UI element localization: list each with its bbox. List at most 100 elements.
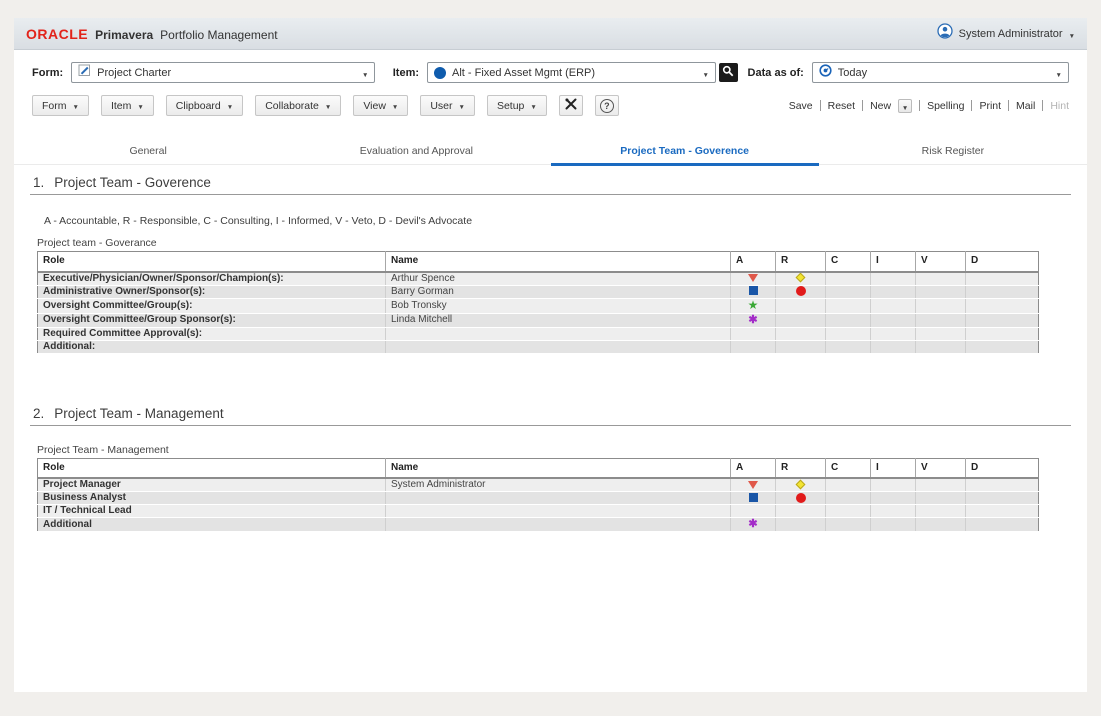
- marker-cell-c[interactable]: [825, 285, 871, 299]
- marker-cell-v[interactable]: [915, 478, 966, 493]
- marker-cell-a[interactable]: [730, 298, 776, 314]
- marker-cell-c[interactable]: [825, 313, 871, 328]
- marker-cell-r[interactable]: [775, 504, 826, 519]
- name-cell[interactable]: System Administrator: [385, 478, 731, 493]
- marker-cell-d[interactable]: [965, 504, 1039, 519]
- marker-cell-r[interactable]: [775, 313, 826, 328]
- marker-cell-a[interactable]: [730, 517, 776, 533]
- marker-cell-r[interactable]: [775, 271, 826, 286]
- new-dropdown-button[interactable]: [898, 98, 913, 113]
- marker-cell-r[interactable]: [775, 517, 826, 533]
- marker-cell-i[interactable]: [870, 478, 916, 493]
- marker-cell-c[interactable]: [825, 504, 871, 519]
- role-cell: IT / Technical Lead: [37, 504, 386, 519]
- menu-button-collaborate[interactable]: Collaborate: [255, 95, 342, 116]
- marker-cell-c[interactable]: [825, 491, 871, 506]
- tab-risk-register[interactable]: Risk Register: [921, 145, 985, 157]
- marker-cell-i[interactable]: [870, 340, 916, 354]
- spelling-button[interactable]: Spelling: [927, 99, 965, 112]
- save-button[interactable]: Save: [788, 99, 813, 112]
- new-button[interactable]: New: [870, 99, 892, 112]
- marker-cell-d[interactable]: [965, 285, 1039, 299]
- marker-cell-i[interactable]: [870, 491, 916, 506]
- marker-cell-d[interactable]: [965, 491, 1039, 506]
- tab-project-team-goverence[interactable]: Project Team - Goverence: [550, 140, 820, 166]
- marker-cell-a[interactable]: [730, 285, 776, 299]
- reset-button[interactable]: Reset: [827, 99, 856, 112]
- toolbar-menus: Form Item Clipboard Collaborate View Use…: [32, 95, 619, 116]
- marker-cell-r[interactable]: [775, 478, 826, 493]
- marker-cell-a[interactable]: [730, 327, 776, 341]
- name-cell[interactable]: Barry Gorman: [385, 285, 731, 299]
- marker-cell-i[interactable]: [870, 285, 916, 299]
- customize-tools-button[interactable]: [558, 95, 583, 116]
- marker-cell-i[interactable]: [870, 271, 916, 286]
- table-row: IT / Technical Lead: [37, 504, 1039, 519]
- marker-cell-i[interactable]: [870, 298, 916, 314]
- tab-evaluation-and-approval[interactable]: Evaluation and Approval: [359, 145, 473, 157]
- marker-cell-c[interactable]: [825, 298, 871, 314]
- item-select[interactable]: Alt - Fixed Asset Mgmt (ERP): [427, 62, 716, 83]
- marker-cell-i[interactable]: [870, 504, 916, 519]
- name-cell[interactable]: Bob Tronsky: [385, 298, 731, 314]
- marker-cell-i[interactable]: [870, 517, 916, 533]
- menu-button-user[interactable]: User: [420, 95, 475, 116]
- marker-cell-v[interactable]: [915, 491, 966, 506]
- marker-cell-r[interactable]: [775, 491, 826, 506]
- menu-button-setup[interactable]: Setup: [486, 95, 547, 116]
- marker-cell-d[interactable]: [965, 313, 1039, 328]
- marker-cell-v[interactable]: [915, 340, 966, 354]
- marker-cell-r[interactable]: [775, 285, 826, 299]
- marker-cell-a[interactable]: [730, 491, 776, 506]
- name-cell[interactable]: [385, 491, 731, 506]
- user-menu[interactable]: System Administrator: [936, 23, 1075, 44]
- mail-button[interactable]: Mail: [1016, 99, 1036, 112]
- chevron-down-icon: [325, 100, 331, 112]
- menu-button-view[interactable]: View: [353, 95, 409, 116]
- marker-cell-a[interactable]: [730, 271, 776, 286]
- marker-cell-v[interactable]: [915, 517, 966, 533]
- marker-cell-v[interactable]: [915, 327, 966, 341]
- marker-cell-v[interactable]: [915, 504, 966, 519]
- tab-general[interactable]: General: [129, 145, 167, 157]
- menu-button-form[interactable]: Form: [32, 95, 89, 116]
- marker-cell-a[interactable]: [730, 340, 776, 354]
- marker-cell-c[interactable]: [825, 271, 871, 286]
- help-button[interactable]: [594, 95, 619, 116]
- marker-cell-c[interactable]: [825, 517, 871, 533]
- marker-cell-d[interactable]: [965, 517, 1039, 533]
- marker-cell-a[interactable]: [730, 313, 776, 328]
- marker-cell-v[interactable]: [915, 313, 966, 328]
- marker-cell-d[interactable]: [965, 271, 1039, 286]
- name-cell[interactable]: [385, 517, 731, 533]
- marker-cell-v[interactable]: [915, 298, 966, 314]
- marker-cell-r[interactable]: [775, 298, 826, 314]
- name-cell[interactable]: [385, 504, 731, 519]
- name-cell[interactable]: Linda Mitchell: [385, 313, 731, 328]
- marker-cell-d[interactable]: [965, 298, 1039, 314]
- menu-button-item[interactable]: Item: [100, 95, 154, 116]
- marker-cell-a[interactable]: [730, 504, 776, 519]
- marker-cell-d[interactable]: [965, 478, 1039, 493]
- data-as-of-select[interactable]: Today: [811, 62, 1069, 83]
- marker-cell-r[interactable]: [775, 327, 826, 341]
- form-select[interactable]: Project Charter: [71, 62, 376, 83]
- menu-button-clipboard[interactable]: Clipboard: [165, 95, 244, 116]
- marker-cell-c[interactable]: [825, 327, 871, 341]
- name-cell[interactable]: [385, 340, 731, 354]
- item-search-button[interactable]: [718, 63, 738, 82]
- marker-cell-c[interactable]: [825, 340, 871, 354]
- marker-cell-v[interactable]: [915, 285, 966, 299]
- name-cell[interactable]: Arthur Spence: [385, 271, 731, 286]
- marker-cell-i[interactable]: [870, 313, 916, 328]
- marker-cell-r[interactable]: [775, 340, 826, 354]
- print-button[interactable]: Print: [979, 99, 1002, 112]
- marker-cell-i[interactable]: [870, 327, 916, 341]
- marker-cell-d[interactable]: [965, 340, 1039, 354]
- marker-cell-v[interactable]: [915, 271, 966, 286]
- column-header-role: Role: [37, 251, 386, 273]
- name-cell[interactable]: [385, 327, 731, 341]
- marker-cell-d[interactable]: [965, 327, 1039, 341]
- marker-cell-a[interactable]: [730, 478, 776, 493]
- marker-cell-c[interactable]: [825, 478, 871, 493]
